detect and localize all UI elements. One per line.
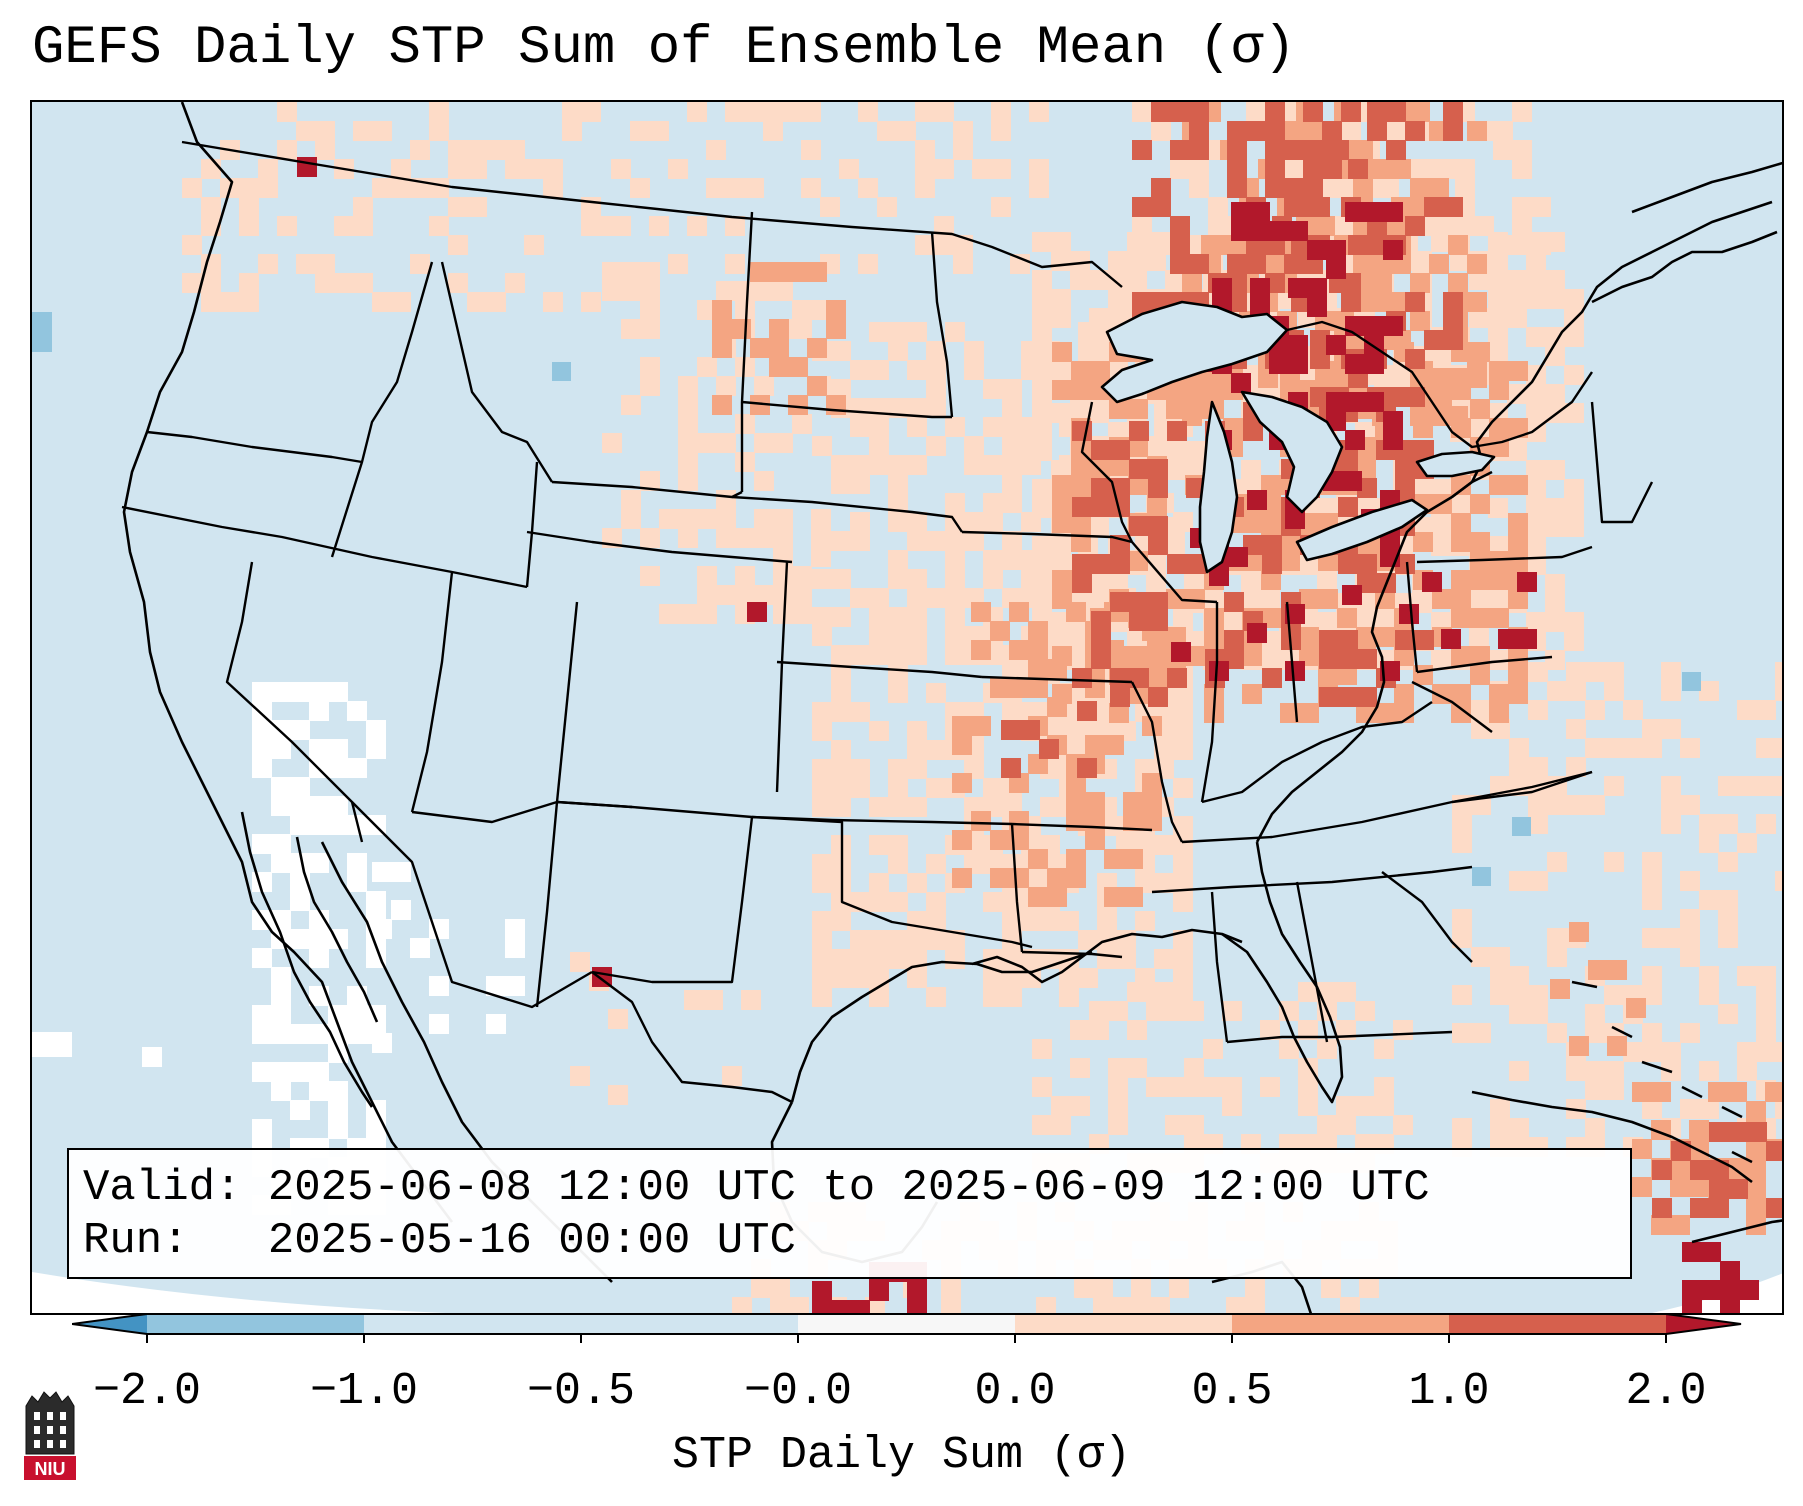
- valid-period: 2025-06-08 12:00 UTC to 2025-06-09 12:00…: [267, 1163, 1430, 1213]
- colorbar-tick-label: −0.5: [526, 1366, 636, 1417]
- logo-banner: [24, 1456, 76, 1480]
- us-canada-border-east: [1286, 320, 1593, 449]
- colorbar: [72, 1314, 1742, 1343]
- ar-la: [1021, 950, 1123, 959]
- ca-nv: [225, 561, 364, 843]
- mo-ar: [1011, 822, 1153, 832]
- castle-windows-icon: [34, 1412, 66, 1448]
- colorbar-segments: [72, 1314, 1741, 1334]
- domain-edge-bottom: [32, 1272, 446, 1313]
- ne-ks: [776, 660, 983, 679]
- ia-mo: [981, 675, 1133, 684]
- wy-co: [526, 530, 793, 564]
- colorbar-tick-label: −2.0: [92, 1366, 202, 1417]
- ms-al: [1210, 891, 1229, 1043]
- mt-wy: [551, 480, 743, 499]
- sd-ne: [731, 495, 963, 533]
- map-title: GEFS Daily STP Sum of Ensemble Mean (σ): [32, 18, 1296, 79]
- or-ca-nv: [121, 505, 528, 589]
- validity-info-box: Valid: 2025-06-08 12:00 UTC to 2025-06-0…: [67, 1148, 1632, 1279]
- il-mo-river: [1130, 681, 1184, 843]
- us-canada-border-west: [181, 140, 1123, 288]
- map-canvas: [32, 102, 1782, 1313]
- mn-wi: [1080, 401, 1134, 543]
- baja-peninsula: [240, 811, 379, 1108]
- new-england-coast: [1451, 200, 1773, 499]
- castle-icon: [25, 1391, 75, 1455]
- nv-ut: [410, 571, 454, 813]
- ky-tn: [1181, 770, 1593, 844]
- ok-ar: [1010, 823, 1024, 953]
- east-coast: [1255, 470, 1493, 843]
- domain-edge-bottom-right: [1651, 1273, 1782, 1313]
- logo-text: NIU: [35, 1459, 66, 1479]
- run-time: 2025-05-16 00:00 UTC: [267, 1216, 796, 1266]
- oh-pa: [1405, 561, 1419, 673]
- bahamas: [1571, 980, 1753, 1164]
- tx-rio-grande: [591, 971, 793, 1104]
- nd-mn: [930, 231, 954, 418]
- nd-sd: [741, 400, 952, 419]
- wy-west: [525, 461, 539, 588]
- az-nm: [535, 801, 559, 1008]
- ga-fl: [1226, 1030, 1453, 1044]
- id-mt: [440, 261, 554, 483]
- colorbar-tick-label: −0.0: [743, 1366, 853, 1417]
- colorbar-tick-label: 0.0: [974, 1366, 1056, 1417]
- mn-ia: [961, 530, 1133, 544]
- louisiana-coast: [971, 928, 1243, 984]
- tx-panhandle: [751, 815, 1033, 949]
- ut-co: [555, 601, 579, 803]
- cuba: [1471, 1090, 1753, 1184]
- colorbar-label: STP Daily Sum (σ): [671, 1430, 1132, 1481]
- canadian-maritimes: [1591, 161, 1782, 304]
- map-panel: [30, 100, 1784, 1315]
- lake-ontario: [1415, 450, 1496, 478]
- florida: [1221, 841, 1344, 1104]
- ohio-river: [1201, 701, 1433, 804]
- az-mex: [351, 801, 593, 1009]
- wv-va: [1411, 680, 1493, 733]
- il-in: [1200, 602, 1219, 803]
- mt-nd: [740, 211, 754, 492]
- west-coast: [122, 102, 454, 1223]
- lake-michigan: [1198, 400, 1239, 574]
- colorbar-tick-label: 0.5: [1191, 1366, 1273, 1417]
- lake-huron: [1240, 390, 1344, 514]
- md-pa: [1416, 655, 1553, 674]
- in-oh: [1285, 601, 1299, 723]
- ny-vt-nh: [1590, 401, 1654, 524]
- run-label: Run:: [83, 1216, 189, 1266]
- id-east: [330, 261, 434, 558]
- colorbar-tick-marks: [146, 1334, 1667, 1343]
- colorbar-tick-label: 2.0: [1625, 1366, 1707, 1417]
- tn-ms-al-ga: [1151, 865, 1473, 894]
- nc-va: [1451, 770, 1593, 804]
- colorbar-tick-label: −1.0: [309, 1366, 419, 1417]
- state-borders: [121, 140, 1654, 1104]
- anomaly-cells-negative: [32, 312, 1701, 886]
- niu-logo: NIU: [24, 1391, 76, 1480]
- nm-tx: [591, 816, 754, 984]
- hispaniola: [1691, 1219, 1782, 1244]
- al-ga: [1295, 881, 1329, 1043]
- wi-il: [1131, 541, 1218, 604]
- lake-erie: [1295, 498, 1429, 562]
- pa-ny: [1416, 545, 1593, 564]
- valid-label: Valid:: [83, 1163, 242, 1213]
- co-nm: [556, 800, 753, 819]
- great-lakes: [1100, 300, 1496, 574]
- ga-sc: [1381, 871, 1473, 963]
- texas-gulf-coast: [790, 950, 1093, 1103]
- lake-superior: [1100, 300, 1289, 404]
- wa-or: [146, 430, 363, 464]
- colorbar-tick-label: 1.0: [1408, 1366, 1490, 1417]
